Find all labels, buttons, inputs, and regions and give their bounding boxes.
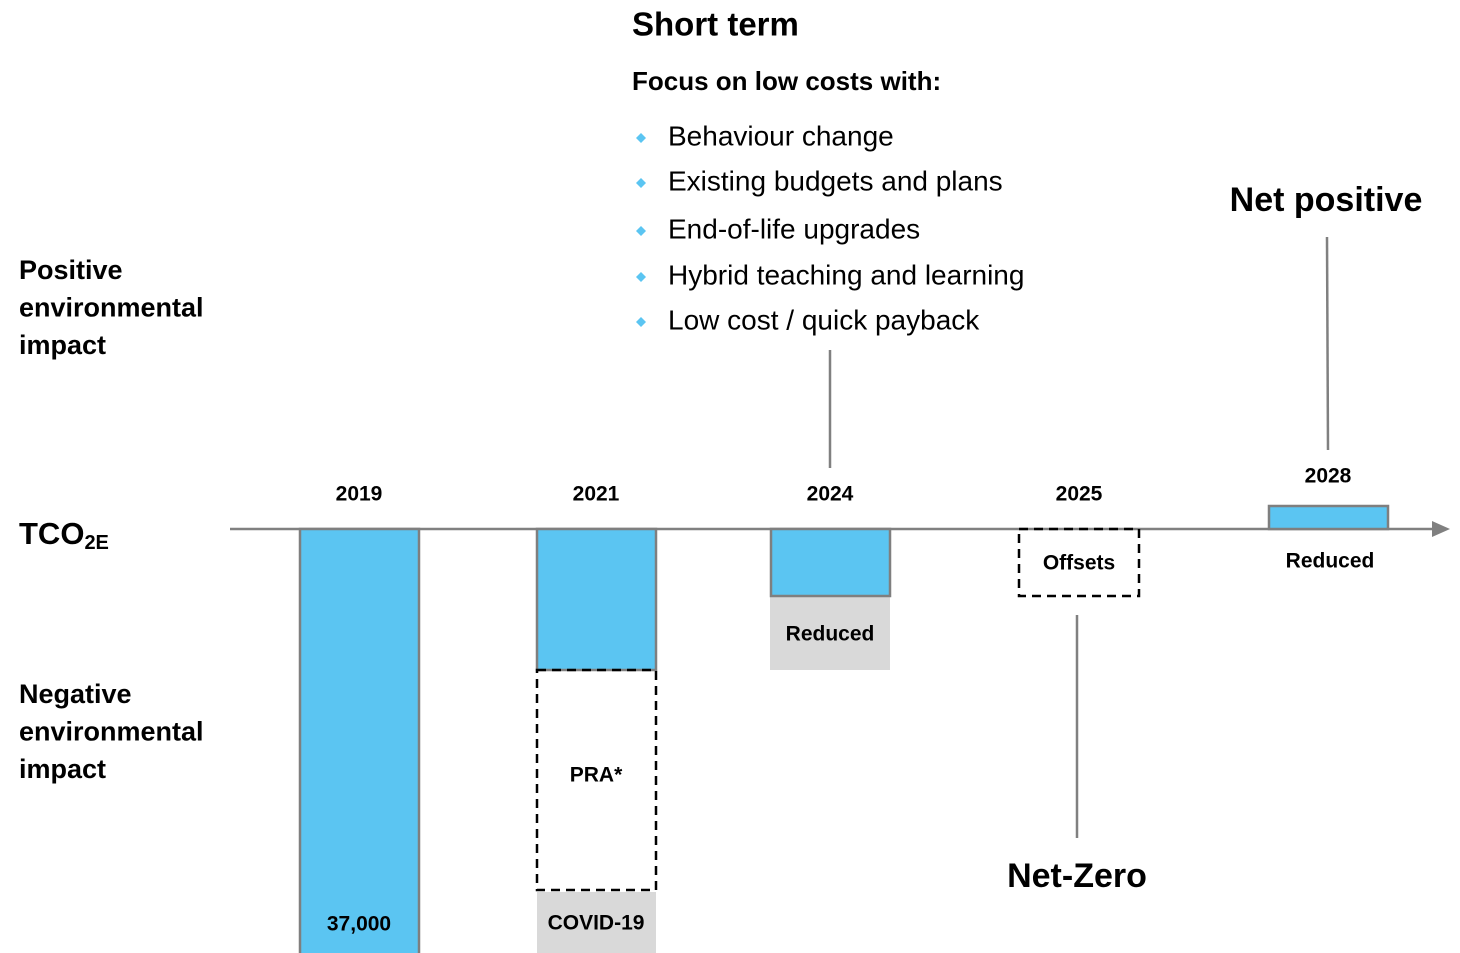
bar-2021 bbox=[535, 527, 658, 672]
bar-2024 bbox=[769, 527, 892, 598]
bar-label: PRA* bbox=[570, 764, 623, 787]
title: Short term bbox=[632, 6, 799, 43]
bullet-marker bbox=[636, 272, 646, 282]
connector bbox=[1325, 236, 1330, 451]
bullet-marker bbox=[636, 178, 646, 188]
bar-2019 bbox=[298, 527, 421, 953]
side-label: impact bbox=[19, 754, 106, 784]
side-label: environmental bbox=[19, 293, 204, 323]
bar-label: 37,000 bbox=[327, 913, 391, 936]
covid-box bbox=[537, 892, 656, 953]
bullet-marker bbox=[636, 133, 646, 143]
axis-label-main: TCO bbox=[19, 516, 84, 551]
bullet-text: End-of-life upgrades bbox=[668, 213, 920, 244]
side-label: impact bbox=[19, 330, 106, 360]
pra-box bbox=[535, 668, 658, 892]
bullet-marker bbox=[636, 317, 646, 327]
milestone: Net-Zero bbox=[1007, 857, 1147, 895]
reduced-box bbox=[770, 596, 890, 670]
year-label: 2028 bbox=[1305, 465, 1352, 488]
bullet-text: Existing budgets and plans bbox=[668, 165, 1003, 196]
bar-label: Offsets bbox=[1043, 552, 1115, 575]
subtitle: Focus on low costs with: bbox=[632, 66, 941, 96]
milestone: Net positive bbox=[1230, 181, 1423, 219]
bar-label: COVID-19 bbox=[548, 912, 645, 935]
year-label: 2019 bbox=[336, 483, 383, 506]
axis-label: TCO2E bbox=[19, 516, 109, 554]
side-label: Positive bbox=[19, 255, 123, 285]
year-label: 2021 bbox=[573, 483, 620, 506]
axis-arrow bbox=[1432, 521, 1450, 537]
bar-2028 bbox=[1267, 504, 1390, 531]
bar-label: Reduced bbox=[786, 623, 875, 646]
year-label: 2024 bbox=[807, 483, 854, 506]
bullet-marker bbox=[636, 226, 646, 236]
bullet-text: Behaviour change bbox=[668, 120, 894, 151]
bullet-text: Hybrid teaching and learning bbox=[668, 259, 1024, 290]
side-label: Negative bbox=[19, 679, 132, 709]
bar-label: Reduced bbox=[1286, 550, 1375, 573]
side-label: environmental bbox=[19, 717, 204, 747]
year-label: 2025 bbox=[1056, 483, 1103, 506]
offsets-box bbox=[1017, 527, 1141, 598]
bullet-text: Low cost / quick payback bbox=[668, 304, 980, 335]
axis-label-sub: 2E bbox=[84, 532, 108, 554]
